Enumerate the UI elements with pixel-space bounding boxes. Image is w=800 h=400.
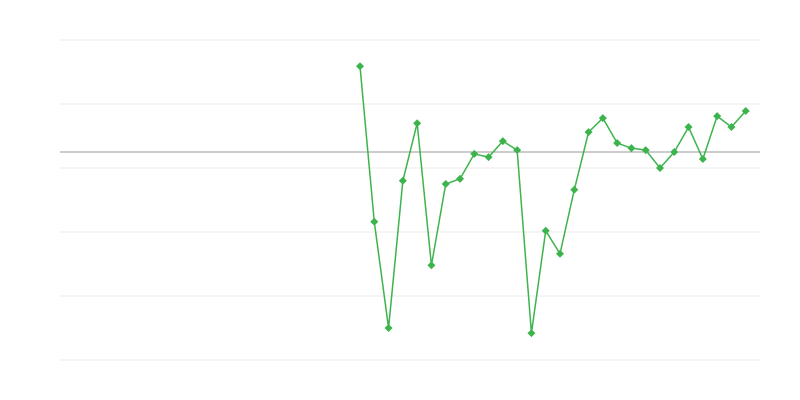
data-point (670, 148, 679, 156)
data-point (427, 261, 436, 270)
data-point (370, 217, 379, 226)
data-point (713, 112, 722, 121)
data-point (470, 149, 479, 158)
data-point (456, 174, 464, 183)
data-point (384, 324, 393, 332)
data-point (570, 185, 579, 194)
data-point (556, 249, 564, 258)
data-point (441, 180, 450, 188)
data-point (584, 128, 593, 137)
data-point (356, 62, 364, 71)
data-point (741, 107, 750, 116)
data-point (627, 144, 636, 153)
data-point (598, 114, 607, 123)
data-point (541, 226, 550, 235)
data-point (398, 176, 407, 185)
data-point (727, 123, 736, 132)
data-point (498, 137, 507, 146)
data-point (684, 123, 693, 132)
series-line (359, 66, 747, 334)
data-point (484, 153, 493, 162)
data-point (656, 164, 664, 172)
data-point (413, 119, 422, 128)
data-point (698, 155, 707, 164)
data-point (613, 139, 622, 148)
data-point (513, 146, 522, 155)
data-point (527, 329, 536, 338)
data-point (641, 146, 650, 155)
